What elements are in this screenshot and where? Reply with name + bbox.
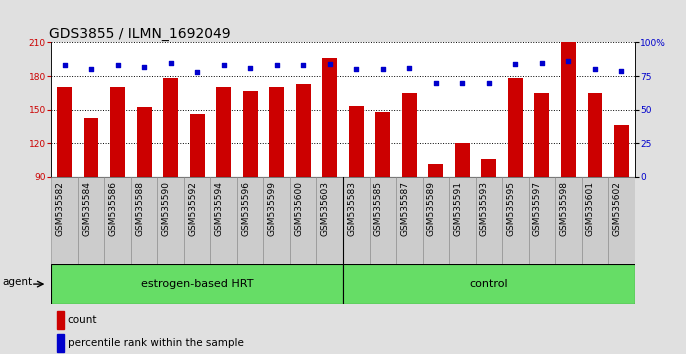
Point (351, 67, 362, 72)
Text: GSM535591: GSM535591 (453, 181, 462, 236)
Text: GSM535602: GSM535602 (613, 181, 622, 236)
Bar (51, 264, 343, 304)
Text: GSM535594: GSM535594 (215, 181, 224, 236)
Text: GSM535593: GSM535593 (480, 181, 488, 236)
Bar (296, 84, 311, 278)
Point (245, 65, 256, 71)
Bar (555, 177, 582, 264)
Text: GSM535599: GSM535599 (268, 181, 276, 236)
Point (377, 67, 388, 72)
Bar (370, 177, 396, 264)
Bar (237, 177, 263, 264)
Text: percentile rank within the sample: percentile rank within the sample (68, 338, 244, 348)
Point (298, 63, 309, 68)
Bar (104, 177, 131, 264)
Bar (534, 93, 549, 278)
Point (589, 67, 600, 72)
Point (218, 63, 229, 68)
Point (616, 68, 627, 74)
Text: estrogen-based HRT: estrogen-based HRT (141, 279, 253, 289)
Bar (51, 177, 78, 264)
Bar (475, 177, 502, 264)
Text: GSM535582: GSM535582 (56, 181, 64, 236)
Text: GSM535583: GSM535583 (347, 181, 356, 236)
Point (404, 65, 415, 71)
Point (483, 80, 494, 86)
Text: GSM535596: GSM535596 (241, 181, 250, 236)
Text: control: control (469, 279, 508, 289)
Bar (608, 177, 635, 264)
Bar (322, 58, 337, 278)
Bar (316, 177, 343, 264)
Bar (455, 143, 469, 278)
Bar (429, 164, 443, 278)
Bar (349, 106, 364, 278)
Bar (217, 87, 231, 278)
Point (271, 63, 282, 68)
Bar (396, 177, 423, 264)
Point (191, 69, 202, 75)
Text: GSM535585: GSM535585 (374, 181, 383, 236)
Point (430, 80, 441, 86)
Point (86, 67, 97, 72)
Bar (110, 87, 125, 278)
Bar (137, 108, 152, 278)
Bar (343, 177, 370, 264)
Point (113, 63, 123, 68)
Text: GSM535601: GSM535601 (586, 181, 595, 236)
Point (139, 64, 150, 69)
Point (563, 58, 573, 64)
Bar (508, 78, 523, 278)
Bar (449, 177, 475, 264)
Bar (375, 112, 390, 278)
Text: GSM535588: GSM535588 (135, 181, 144, 236)
Bar (158, 177, 184, 264)
Bar (270, 87, 284, 278)
Text: count: count (68, 315, 97, 325)
Point (165, 60, 176, 65)
Text: GSM535598: GSM535598 (559, 181, 568, 236)
Point (59, 63, 70, 68)
Text: GSM535600: GSM535600 (294, 181, 303, 236)
Point (324, 61, 335, 67)
Text: GSM535589: GSM535589 (427, 181, 436, 236)
Bar (263, 177, 290, 264)
Bar (343, 264, 635, 304)
Bar (211, 177, 237, 264)
Text: agent: agent (3, 277, 33, 287)
Bar (57, 311, 64, 329)
Text: GSM535587: GSM535587 (400, 181, 410, 236)
Text: GSM535597: GSM535597 (533, 181, 542, 236)
Bar (84, 118, 99, 278)
Text: GSM535592: GSM535592 (188, 181, 198, 236)
Bar (402, 93, 416, 278)
Text: GDS3855 / ILMN_1692049: GDS3855 / ILMN_1692049 (49, 28, 230, 41)
Bar (190, 114, 204, 278)
Point (510, 61, 521, 67)
Bar (528, 177, 555, 264)
Point (457, 80, 468, 86)
Bar (184, 177, 211, 264)
Text: GSM535590: GSM535590 (162, 181, 171, 236)
Bar (614, 125, 628, 278)
Text: GSM535586: GSM535586 (108, 181, 118, 236)
Bar (482, 159, 496, 278)
Bar (561, 42, 576, 278)
Bar (502, 177, 528, 264)
Bar (290, 177, 316, 264)
Bar (587, 93, 602, 278)
Text: GSM535595: GSM535595 (506, 181, 515, 236)
Bar (131, 177, 158, 264)
Bar (57, 334, 64, 352)
Bar (243, 91, 257, 278)
Bar (423, 177, 449, 264)
Bar (163, 78, 178, 278)
Bar (58, 87, 72, 278)
Text: GSM535603: GSM535603 (321, 181, 330, 236)
Point (536, 60, 547, 65)
Text: GSM535584: GSM535584 (82, 181, 91, 236)
Bar (78, 177, 104, 264)
Bar (582, 177, 608, 264)
